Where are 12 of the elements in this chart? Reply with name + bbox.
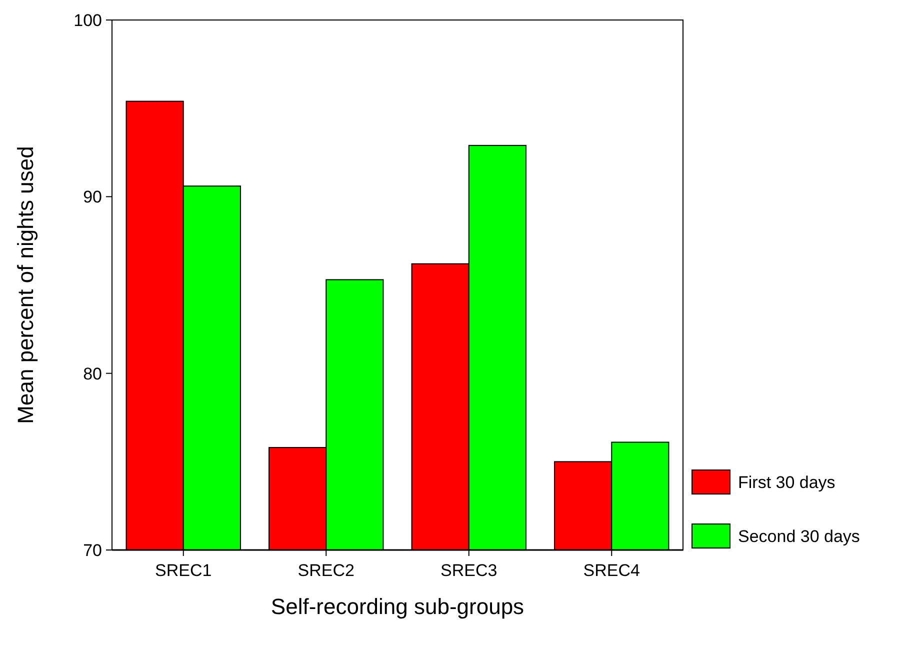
y-tick-label: 70 [83, 540, 102, 560]
x-tick-label: SREC3 [440, 561, 498, 580]
y-tick-label: 90 [83, 188, 102, 207]
x-tick-label: SREC1 [155, 561, 212, 580]
y-tick-label: 100 [74, 10, 102, 30]
y-axis-title: Mean percent of nights used [13, 146, 38, 424]
legend-label: First 30 days [738, 472, 836, 492]
x-tick-label: SREC4 [583, 561, 640, 580]
x-tick-label: SREC2 [298, 561, 354, 580]
legend-label: Second 30 days [738, 526, 860, 546]
y-tick-label: 80 [83, 364, 102, 384]
x-axis-title: Self-recording sub-groups [270, 594, 524, 619]
